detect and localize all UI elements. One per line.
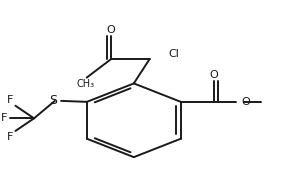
Text: O: O: [209, 70, 218, 80]
Text: O: O: [242, 97, 250, 107]
Text: CH₃: CH₃: [76, 79, 94, 89]
Text: F: F: [1, 113, 7, 123]
Text: F: F: [7, 132, 13, 142]
Text: F: F: [7, 95, 13, 105]
Text: Cl: Cl: [168, 49, 179, 59]
Text: O: O: [107, 25, 115, 36]
Text: S: S: [49, 94, 57, 107]
